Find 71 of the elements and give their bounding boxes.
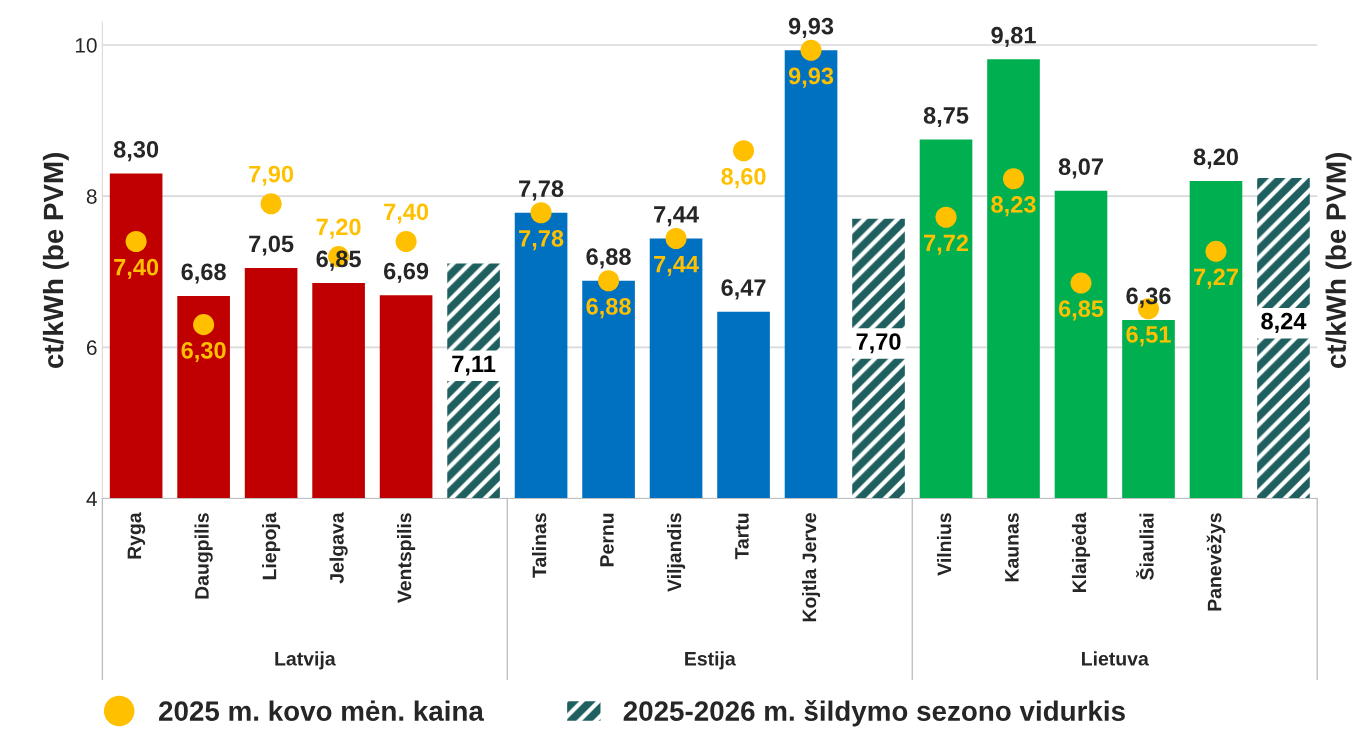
data-label: 9,93: [788, 67, 834, 88]
x-tick-label: Jelgava: [329, 512, 348, 584]
data-label: 7,44: [654, 256, 699, 276]
data-label: 6,68: [181, 263, 226, 284]
data-label: 6,51: [1126, 326, 1171, 347]
data-label: 6,36: [1126, 287, 1171, 308]
legend-label: 2025-2026 m. šildymo sezono vidurkis: [623, 699, 1125, 727]
point: [935, 206, 957, 228]
y-tick-label: 6: [86, 340, 97, 356]
point: [395, 230, 417, 253]
data-label: 8,20: [1193, 148, 1238, 169]
data-label: 7,44: [654, 206, 699, 227]
y-tick-label: 4: [86, 491, 97, 507]
data-label: 7,90: [249, 165, 294, 186]
data-label: 7,40: [114, 258, 159, 279]
y2-axis-title: ct/kWh (be PVM): [1325, 152, 1352, 369]
x-tick-label: Kojtla Jerve: [801, 513, 821, 622]
data-label: 6,69: [383, 262, 429, 283]
x-tick-label: Šiauliai: [1136, 513, 1154, 580]
data-label: 6,88: [586, 248, 631, 269]
data-label: 7,20: [316, 218, 361, 239]
data-label: 7,27: [1194, 268, 1238, 289]
data-label: 7,40: [384, 203, 429, 224]
x-tick-label: Kaunas: [1005, 513, 1019, 582]
x-tick-label: Daugpilis: [194, 513, 213, 599]
legend-label: 2025 m. kovo mėn. kaina: [159, 700, 485, 721]
text: Lietuva: [1082, 651, 1149, 666]
data-label: 8,23: [991, 196, 1036, 217]
data-label: 8,75: [923, 106, 969, 128]
data-label: 7,72: [924, 234, 969, 255]
point: [125, 230, 147, 253]
x-tick-label: Pernu: [600, 513, 614, 567]
x-tick-label: Liepoja: [262, 512, 281, 580]
data-label: 7,11: [452, 355, 496, 376]
point: [665, 227, 687, 250]
point: [1002, 168, 1025, 190]
text: Estija: [685, 651, 736, 670]
data-label: 8,60: [721, 168, 766, 189]
x-tick-label: Talinas: [532, 513, 547, 578]
data-label: 8,30: [113, 140, 159, 162]
point: [530, 202, 552, 224]
data-label: 6,85: [1058, 300, 1104, 321]
point: [733, 140, 755, 162]
x-tick-label: Tartu: [735, 513, 749, 560]
data-label: 7,78: [519, 180, 564, 201]
data-label: 9,93: [788, 17, 834, 38]
data-label: 8,07: [1058, 158, 1103, 179]
x-tick-label: Vilnius: [936, 513, 952, 576]
text: Latvija: [275, 651, 336, 670]
x-tick-label: Ryga: [127, 512, 146, 559]
data-label: 6,47: [721, 279, 766, 300]
point: [260, 193, 282, 215]
x-tick-label: Klaipėda: [1071, 512, 1091, 593]
point: [193, 314, 215, 336]
point: [1070, 272, 1092, 294]
x-tick-label: Viljandis: [666, 513, 686, 592]
data-label: 7,70: [856, 333, 901, 354]
data-label: 9,81: [991, 26, 1036, 47]
y-axis-title: ct/kWh (be PVM): [42, 152, 69, 369]
data-label: 7,05: [249, 235, 294, 256]
y-tick-label: 8: [86, 189, 97, 204]
data-label: 8,24: [1261, 312, 1307, 333]
point: [800, 39, 822, 61]
point: [598, 270, 620, 292]
data-label: 6,88: [586, 298, 631, 319]
point: [1205, 240, 1227, 262]
x-tick-label: Ventspilis: [397, 513, 416, 604]
x-tick-label: Panevėžys: [1206, 513, 1226, 611]
data-label: 6,30: [181, 341, 226, 363]
data-label: 7,78: [519, 230, 564, 251]
y-tick-label: 10: [75, 38, 97, 53]
